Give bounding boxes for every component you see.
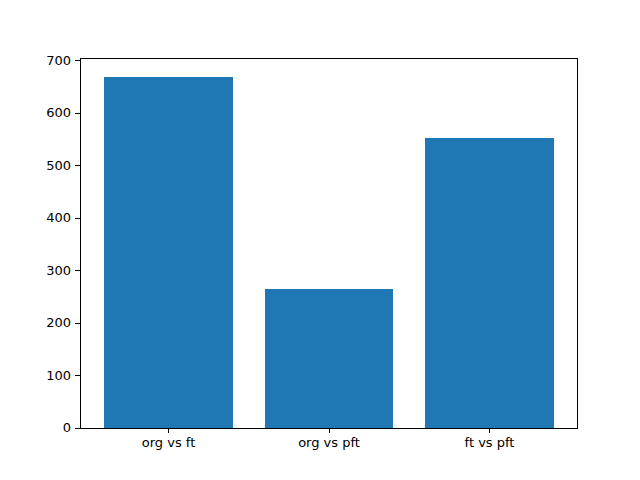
x-tick-label: ft vs pft	[420, 436, 560, 450]
x-tick	[168, 429, 169, 433]
plot-area: org vs ftorg vs pftft vs pft010020030040…	[80, 58, 578, 429]
bar-org-vs-ft	[104, 77, 232, 428]
y-tick-label: 100	[46, 369, 71, 383]
x-tick-label: org vs pft	[259, 436, 399, 450]
y-tick	[75, 165, 80, 166]
y-tick-label: 700	[46, 54, 71, 68]
y-tick	[75, 270, 80, 271]
x-tick	[329, 429, 330, 433]
y-tick-label: 300	[46, 264, 71, 278]
y-tick	[75, 60, 80, 61]
figure: org vs ft org vs pft ft vs pft 0 100 200 300 40…	[0, 0, 640, 480]
bar-ft-vs-pft	[425, 138, 553, 428]
y-tick-label: 600	[46, 106, 71, 120]
y-tick	[75, 375, 80, 376]
x-tick	[489, 429, 490, 433]
y-tick-label: 200	[46, 316, 71, 330]
y-tick	[75, 218, 80, 219]
y-tick-label: 500	[46, 159, 71, 173]
y-tick	[75, 428, 80, 429]
y-tick	[75, 113, 80, 114]
y-tick	[75, 323, 80, 324]
bar-org-vs-pft	[265, 289, 393, 428]
y-tick-label: 400	[46, 211, 71, 225]
y-tick-label: 0	[63, 421, 71, 435]
x-tick-label: org vs ft	[99, 436, 239, 450]
